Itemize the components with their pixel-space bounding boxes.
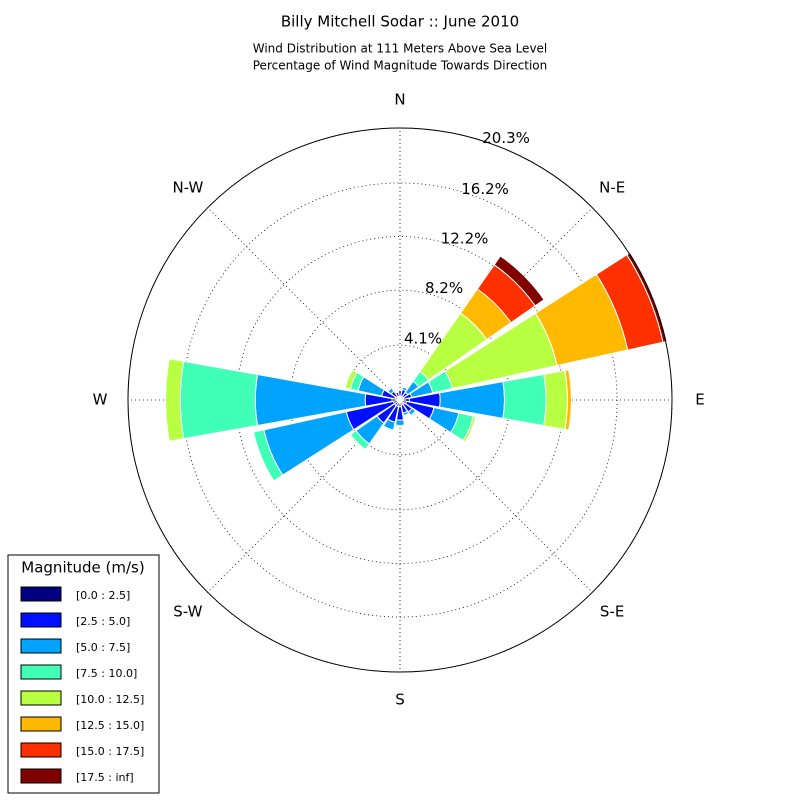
chart-subtitle: Wind Distribution at 111 Meters Above Se…	[253, 42, 548, 56]
wedge	[493, 255, 545, 307]
direction-label: N-E	[599, 178, 625, 196]
legend-label: [10.0 : 12.5]	[76, 693, 144, 706]
r-tick-label: 8.2%	[425, 279, 463, 297]
legend-label: [17.5 : inf]	[76, 771, 134, 784]
direction-label: N-W	[172, 178, 203, 196]
legend-label: [5.0 : 7.5]	[76, 641, 130, 654]
wedge	[502, 373, 547, 427]
legend-label: [2.5 : 5.0]	[76, 615, 130, 628]
legend-label: [12.5 : 15.0]	[76, 719, 144, 732]
legend-swatch	[20, 664, 62, 680]
polar-frame	[127, 127, 673, 673]
direction-label: W	[93, 391, 108, 409]
legend-swatch	[20, 690, 62, 706]
chart-subtitle: Percentage of Wind Magnitude Towards Dir…	[253, 59, 547, 73]
legend-label: [15.0 : 17.5]	[76, 745, 144, 758]
grid-circle	[182, 182, 618, 618]
wedge	[403, 413, 409, 417]
r-tick-label: 16.2%	[461, 180, 509, 198]
direction-label: S-W	[173, 603, 202, 621]
legend-swatch	[20, 716, 62, 732]
direction-label: N	[394, 91, 405, 109]
chart-title: Billy Mitchell Sodar :: June 2010	[281, 13, 519, 31]
legend-swatch	[20, 768, 62, 784]
legend-label: [0.0 : 2.5]	[76, 589, 130, 602]
grid-spoke	[399, 399, 593, 593]
wedge	[382, 426, 394, 432]
wedge	[179, 360, 259, 440]
wedge	[394, 390, 399, 393]
legend-label: [7.5 : 10.0]	[76, 667, 137, 680]
wedge	[344, 369, 354, 389]
legend: Magnitude (m/s) [0.0 : 2.5] [2.5 : 5.0] [5…	[7, 554, 160, 794]
grid-spoke	[207, 399, 401, 593]
direction-label: S-E	[600, 603, 624, 621]
grid-spoke	[207, 207, 401, 401]
wedge	[543, 369, 568, 431]
wedge	[626, 251, 668, 343]
legend-swatch	[20, 742, 62, 758]
plot-area: 4.1% 8.2% 12.2% 16.2% 20.3% N N-E E S-E S S-W W N-W	[93, 91, 705, 709]
legend-swatch	[20, 586, 62, 602]
r-tick-label: 4.1%	[404, 330, 442, 348]
wedge	[386, 386, 392, 392]
legend-swatch	[20, 612, 62, 628]
r-tick-label: 20.3%	[482, 129, 530, 147]
legend-swatch	[20, 638, 62, 654]
direction-label: E	[695, 391, 704, 409]
legend-title: Magnitude (m/s)	[21, 559, 144, 577]
direction-label: S	[395, 691, 405, 709]
wedge	[394, 419, 406, 426]
wedge	[568, 369, 573, 431]
r-tick-label: 12.2%	[441, 229, 489, 247]
wedge	[165, 358, 170, 442]
